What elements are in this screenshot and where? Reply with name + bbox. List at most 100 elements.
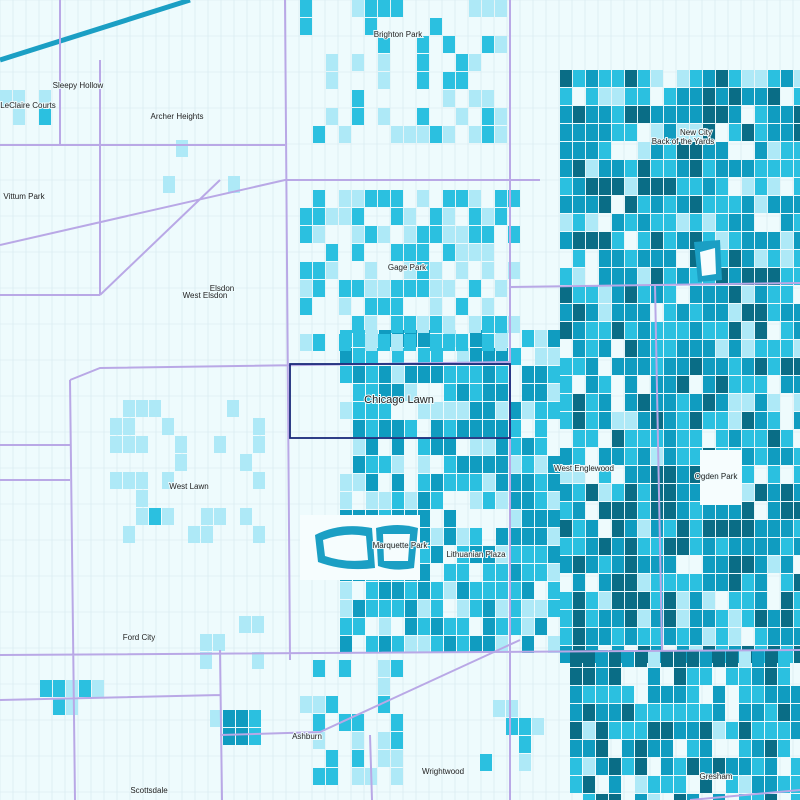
- block: [703, 322, 715, 339]
- block: [496, 366, 508, 383]
- block: [768, 502, 780, 519]
- block: [252, 652, 264, 669]
- block: [664, 394, 676, 411]
- block: [339, 126, 351, 143]
- block: [729, 538, 741, 555]
- block: [755, 70, 767, 87]
- block: [496, 528, 508, 545]
- block: [742, 232, 754, 249]
- block: [586, 556, 598, 573]
- block: [457, 474, 469, 491]
- block: [570, 704, 582, 721]
- block: [300, 226, 312, 243]
- block: [599, 466, 611, 483]
- block: [379, 456, 391, 473]
- block: [443, 72, 455, 89]
- block: [326, 768, 338, 785]
- block: [625, 394, 637, 411]
- block: [648, 794, 660, 800]
- block: [352, 208, 364, 225]
- block: [752, 722, 764, 739]
- block: [560, 592, 572, 609]
- block: [392, 420, 404, 437]
- block: [625, 358, 637, 375]
- block: [431, 600, 443, 617]
- block: [690, 448, 702, 465]
- block: [340, 636, 352, 653]
- block: [742, 592, 754, 609]
- block: [716, 574, 728, 591]
- block: [236, 728, 248, 745]
- block: [599, 412, 611, 429]
- block: [560, 484, 572, 501]
- block: [444, 510, 456, 527]
- block: [599, 304, 611, 321]
- block: [664, 430, 676, 447]
- block: [609, 704, 621, 721]
- block: [483, 636, 495, 653]
- block: [392, 438, 404, 455]
- block: [326, 696, 338, 713]
- block: [781, 142, 793, 159]
- block: [457, 582, 469, 599]
- block: [573, 466, 585, 483]
- selected-boundary: [289, 363, 511, 439]
- block: [443, 334, 455, 351]
- block: [176, 140, 188, 157]
- block: [444, 618, 456, 635]
- block: [0, 90, 12, 107]
- block: [599, 106, 611, 123]
- block: [768, 142, 780, 159]
- block: [392, 474, 404, 491]
- block: [560, 178, 572, 195]
- block: [405, 618, 417, 635]
- block: [522, 474, 534, 491]
- block: [651, 232, 663, 249]
- block: [392, 384, 404, 401]
- block: [509, 456, 521, 473]
- block: [548, 330, 560, 347]
- block: [638, 394, 650, 411]
- block: [690, 160, 702, 177]
- block: [794, 376, 800, 393]
- block: [378, 108, 390, 125]
- block: [456, 244, 468, 261]
- block: [716, 160, 728, 177]
- block: [703, 358, 715, 375]
- block: [755, 322, 767, 339]
- block: [123, 472, 135, 489]
- block: [716, 304, 728, 321]
- block: [703, 142, 715, 159]
- block: [470, 492, 482, 509]
- block: [366, 636, 378, 653]
- block: [677, 232, 689, 249]
- block: [794, 304, 800, 321]
- block: [690, 610, 702, 627]
- block: [431, 438, 443, 455]
- block: [703, 628, 715, 645]
- block: [752, 686, 764, 703]
- block: [469, 208, 481, 225]
- block: [651, 160, 663, 177]
- block: [249, 710, 261, 727]
- block: [794, 610, 800, 627]
- block: [599, 70, 611, 87]
- block: [560, 610, 572, 627]
- block: [752, 794, 764, 800]
- block: [794, 466, 800, 483]
- block: [677, 376, 689, 393]
- block: [326, 208, 338, 225]
- block: [378, 660, 390, 677]
- block: [586, 196, 598, 213]
- block: [781, 160, 793, 177]
- block: [573, 142, 585, 159]
- block: [417, 126, 429, 143]
- block: [392, 456, 404, 473]
- block: [677, 160, 689, 177]
- block: [586, 358, 598, 375]
- block: [444, 528, 456, 545]
- block: [352, 108, 364, 125]
- block: [648, 722, 660, 739]
- block: [729, 196, 741, 213]
